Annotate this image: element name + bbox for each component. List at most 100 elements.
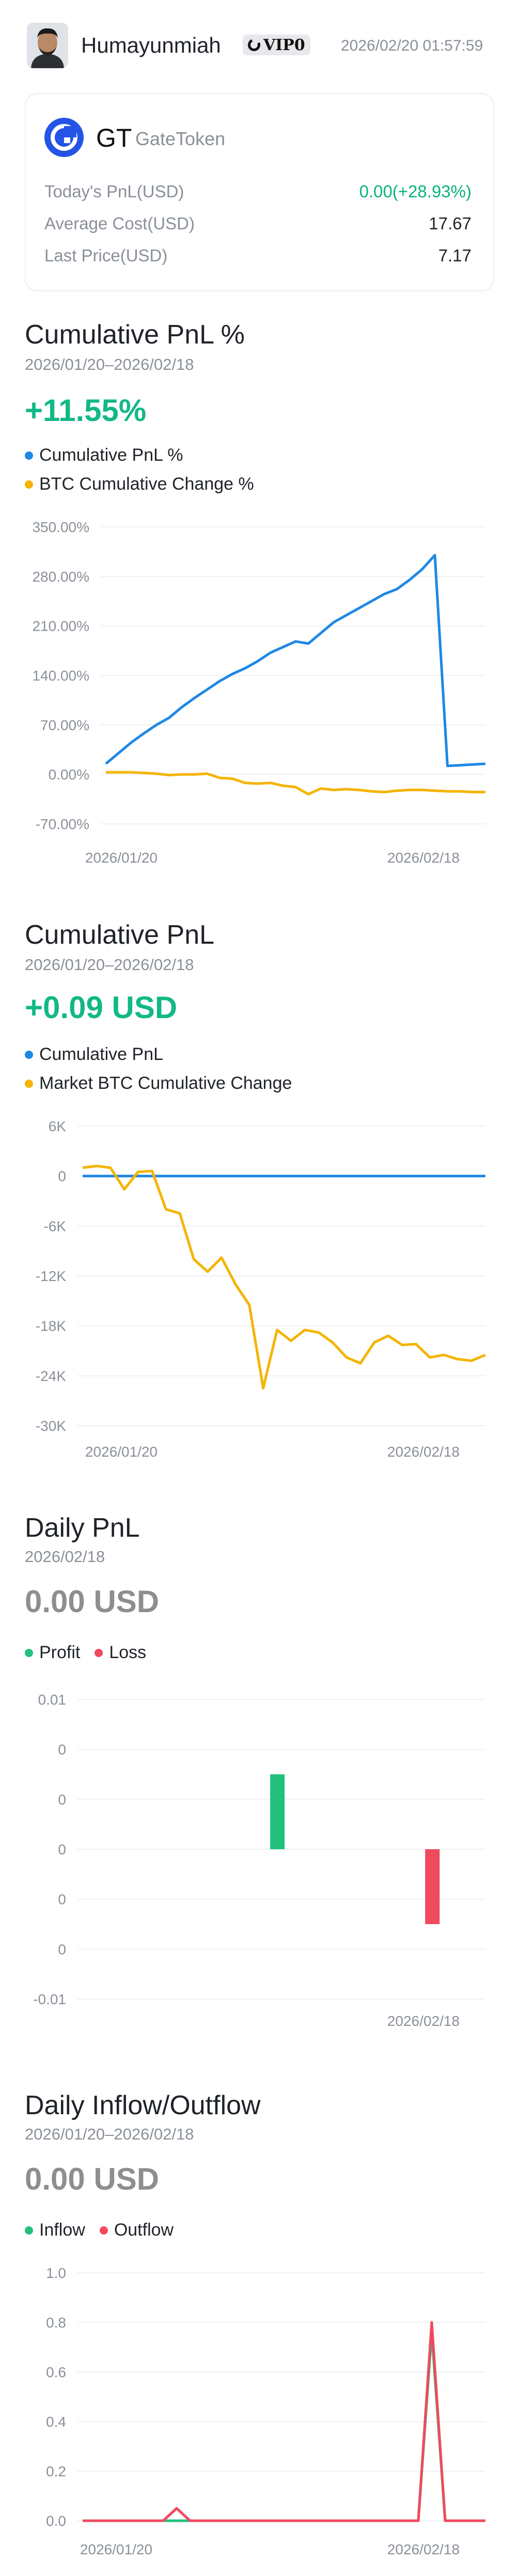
bar[interactable] (270, 1774, 285, 1849)
y-tick-label: -30K (36, 1418, 66, 1434)
series-line (105, 554, 486, 768)
y-tick-label: 280.00% (32, 569, 89, 585)
todays-pnl-value: 0.00(+28.93%) (359, 182, 471, 201)
headline-cum-pnl: +0.09 USD (25, 990, 178, 1025)
chart-cumulative-pnl-pct[interactable]: 350.00% 280.00% 210.00% 140.00% 70.00% 0.00% -… (0, 511, 519, 883)
x-tick-label: 2026/02/18 (387, 1444, 460, 1460)
y-tick-label: 0 (58, 1941, 66, 1957)
y-tick-label: 0 (58, 1742, 66, 1758)
x-tick-label: 2026/02/18 (387, 2013, 460, 2029)
y-tick-label: 6K (49, 1118, 67, 1134)
y-tick-label: -12K (36, 1268, 66, 1284)
y-tick-label: 350.00% (32, 519, 89, 535)
legend-dot (25, 451, 33, 460)
y-tick-label: -18K (36, 1318, 66, 1334)
legend-dot (25, 2226, 33, 2235)
legend-item[interactable]: BTC Cumulative Change % (25, 474, 254, 494)
x-tick-label: 2026/01/20 (85, 1444, 158, 1460)
y-tick-label: 70.00% (40, 717, 89, 733)
y-tick-label: 140.00% (32, 668, 89, 684)
username: Humayunmiah (81, 33, 221, 57)
x-tick-label: 2026/02/18 (387, 850, 460, 866)
legend-item[interactable]: Cumulative PnL % (25, 445, 183, 465)
token-name: GateToken (135, 128, 226, 149)
legend-item[interactable]: Loss (95, 1643, 146, 1663)
y-tick-label: 1.0 (46, 2265, 66, 2281)
y-tick-label: -0.01 (33, 1991, 66, 2007)
legend-dot (25, 480, 33, 489)
legend-cum-pct-2: BTC Cumulative Change % (25, 474, 269, 494)
series-line (82, 1164, 486, 1390)
token-card[interactable] (25, 93, 494, 291)
bar[interactable] (425, 1849, 440, 1924)
legend-label: Profit (39, 1643, 81, 1662)
chart-daily-inflow-outflow[interactable]: 1.0 0.8 0.6 0.4 0.2 0.0 2026/01/20 2026/02/18 (0, 2257, 519, 2567)
section-date-cum-pct: 2026/01/20–2026/02/18 (25, 355, 194, 373)
series-line (106, 771, 485, 795)
x-tick-label: 2026/02/18 (387, 2541, 460, 2557)
legend-dot (25, 1050, 33, 1059)
y-tick-label: -6K (43, 1218, 66, 1234)
legend-label: Outflow (114, 2220, 174, 2240)
average-cost-label: Average Cost(USD) (44, 214, 195, 233)
legend-item[interactable]: Profit (25, 1643, 80, 1663)
section-title-daily-pnl: Daily PnL (25, 1513, 140, 1543)
legend-item[interactable]: Outflow (99, 2220, 174, 2240)
legend-item[interactable]: Market BTC Cumulative Change (25, 1073, 292, 1094)
legend-dot (25, 1648, 33, 1657)
legend-label: BTC Cumulative Change % (39, 474, 254, 494)
y-tick-label: -24K (36, 1368, 66, 1384)
section-date-daily-pnl: 2026/02/18 (25, 1548, 105, 1566)
todays-pnl-label: Today's PnL(USD) (44, 182, 184, 201)
y-tick-label: 0.01 (38, 1692, 67, 1708)
token-symbol: GT (96, 123, 132, 152)
x-tick-label: 2026/01/20 (80, 2541, 152, 2557)
gatetoken-logo-icon (44, 118, 84, 157)
headline-flow: 0.00 USD (25, 2162, 160, 2196)
x-tick-label: 2026/01/20 (85, 850, 158, 866)
headline-daily-pnl: 0.00 USD (25, 1584, 160, 1619)
legend-cum-pct: Cumulative PnL % (25, 445, 197, 465)
vip-ring-icon (246, 37, 262, 53)
legend-label: Market BTC Cumulative Change (39, 1073, 292, 1093)
section-title-cum-pnl: Cumulative PnL (25, 920, 215, 950)
y-tick-label: 0 (58, 1841, 66, 1857)
legend-cum-pnl: Cumulative PnL (25, 1044, 178, 1065)
y-tick-label: -70.00% (36, 816, 89, 832)
legend-label: Inflow (39, 2220, 85, 2240)
legend-flow: Inflow Outflow (25, 2220, 188, 2240)
last-price-value: 7.17 (438, 246, 471, 265)
legend-item[interactable]: Cumulative PnL (25, 1044, 163, 1065)
y-tick-label: 210.00% (32, 618, 89, 634)
last-price-label: Last Price(USD) (44, 246, 168, 265)
section-title-cum-pct: Cumulative PnL % (25, 320, 245, 350)
y-tick-label: 0.8 (46, 2315, 66, 2331)
legend-dot (95, 1648, 103, 1657)
legend-dot (99, 2226, 108, 2235)
section-date-flow: 2026/01/20–2026/02/18 (25, 2125, 194, 2143)
series-line (83, 2321, 485, 2522)
legend-label: Cumulative PnL (39, 1044, 164, 1064)
legend-label: Loss (109, 1643, 147, 1662)
y-tick-label: 0.00% (49, 767, 89, 783)
chart-daily-pnl[interactable]: 0.01 0 0 0 0 0 -0.01 2026/02/18 (0, 1679, 519, 2035)
legend-item[interactable]: Inflow (25, 2220, 85, 2240)
section-date-cum-pnl: 2026/01/20–2026/02/18 (25, 956, 194, 974)
legend-cum-pnl-2: Market BTC Cumulative Change (25, 1073, 306, 1094)
legend-daily-pnl: Profit Loss (25, 1643, 161, 1663)
y-tick-label: 0.6 (46, 2364, 66, 2380)
y-tick-label: 0 (58, 1168, 66, 1184)
y-tick-label: 0.2 (46, 2463, 66, 2479)
legend-dot (25, 1079, 33, 1088)
chart-cumulative-pnl[interactable]: 6K 0 -6K -12K -18K -24K -30K 2026/01/20 2026/02/… (0, 1111, 519, 1472)
y-tick-label: 0.0 (46, 2513, 66, 2529)
vip-badge: VIP0 (243, 35, 310, 55)
vip-label: VIP0 (263, 36, 305, 54)
y-tick-label: 0 (58, 1791, 66, 1807)
y-tick-label: 0.4 (46, 2414, 66, 2430)
average-cost-value: 17.67 (429, 214, 471, 233)
section-title-flow: Daily Inflow/Outflow (25, 2090, 261, 2120)
y-tick-label: 0 (58, 1892, 66, 1908)
timestamp: 2026/02/20 01:57:59 (341, 37, 483, 54)
avatar[interactable] (27, 23, 68, 68)
